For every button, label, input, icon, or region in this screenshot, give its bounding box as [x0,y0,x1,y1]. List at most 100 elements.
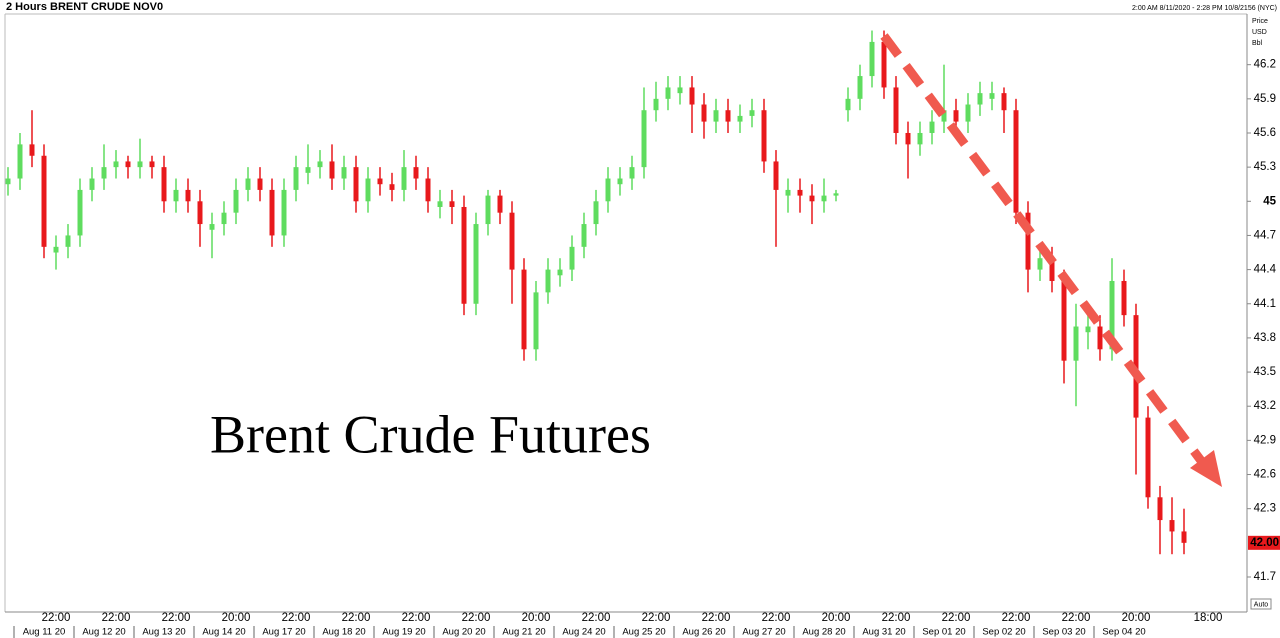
candle-body [221,212,227,225]
candle-body [665,87,671,99]
candle-body [305,167,311,173]
candle-body [641,110,647,168]
x-time-label: 20:00 [1122,612,1151,624]
x-date-label: Aug 26 20 [682,627,725,638]
candle-body [521,269,527,350]
x-date-label: Aug 13 20 [142,627,185,638]
candle-body [1061,280,1067,361]
x-date-label: Sep 04 20 [1102,627,1145,638]
y-tick-label: 46.2 [1254,59,1276,71]
auto-label[interactable]: Auto [1254,601,1269,608]
candle-body [41,155,47,247]
candle-body [377,178,383,185]
y-tick-label: 43.8 [1254,332,1276,344]
candle-body [293,167,299,190]
candle-body [1001,93,1007,111]
x-time-label: 22:00 [1002,612,1031,624]
y-tick-label: 45.6 [1254,127,1276,139]
candle-body [857,76,863,99]
candle-body [161,167,167,202]
y-tick-label: 41.7 [1254,571,1276,583]
candle-body [545,269,551,293]
candle-body [1097,326,1103,350]
candle-body [209,224,215,230]
candle-body [233,189,239,213]
candle-body [101,167,107,179]
candle-body [965,104,971,122]
x-date-label: Aug 12 20 [82,627,125,638]
candle-body [1025,212,1031,270]
x-time-label: 22:00 [1062,612,1091,624]
x-time-label: 20:00 [222,612,251,624]
candle-body [401,167,407,190]
candle-body [341,167,347,179]
y-tick-label: 45.9 [1254,93,1276,105]
x-time-label: 22:00 [942,612,971,624]
last-price-box [1248,535,1280,550]
x-time-label: 20:00 [822,612,851,624]
y-tick-label: 42.9 [1254,434,1276,446]
candle-body [1181,531,1187,543]
x-date-label: Aug 28 20 [802,627,845,638]
x-date-label: Sep 02 20 [982,627,1025,638]
candle-body [905,132,911,145]
y-tick-label: 43.5 [1254,366,1276,378]
y-tick-label: 44.7 [1254,229,1276,241]
candle-body [125,161,131,168]
candle-body [653,98,659,111]
annotation: Brent Crude Futures [210,404,651,464]
range-text: 2:00 AM 8/11/2020 - 2:28 PM 10/8/2156 (N… [1132,5,1277,12]
candle-body [173,189,179,202]
candle-body [1121,280,1127,316]
x-time-label: 22:00 [702,612,731,624]
x-date-label: Aug 11 20 [23,627,66,638]
candle-body [353,167,359,202]
candle-body [53,246,59,253]
candle-body [761,110,767,162]
candle-body [461,206,467,304]
y-tick-label: 42.3 [1254,503,1276,515]
x-date-label: Aug 19 20 [382,627,425,638]
candle-body [773,161,779,190]
candle-body [185,189,191,202]
candle-body [917,132,923,145]
x-time-label: 22:00 [162,612,191,624]
candle-body [1169,520,1175,532]
candle-body [821,195,827,202]
header: 2 Hours BRENT CRUDE NOV0 [6,1,163,13]
candle-body [785,189,791,196]
candle-body [389,184,395,190]
x-time-label: 22:00 [102,612,131,624]
candle-body [437,201,443,207]
candle-body [77,189,83,236]
candle-body [425,178,431,202]
candle-body [989,93,995,99]
candle-body [137,161,143,168]
candle-body [1109,280,1115,350]
candle-body [533,292,539,350]
candle-body [1049,258,1055,281]
candle-body [89,178,95,190]
y-tick-label: 45 [1263,195,1276,207]
candle-body [1145,417,1151,498]
candle-body [1157,497,1163,521]
auto-button[interactable] [1250,598,1272,610]
x-time-label: 22:00 [582,612,611,624]
y-tick-label: 43.2 [1254,400,1276,412]
x-time-label: 22:00 [282,612,311,624]
candle-body [317,161,323,168]
candle-body [497,195,503,213]
candle-body [269,189,275,236]
axis-label: Price [1252,18,1268,25]
candle-body [29,144,35,156]
candle-body [485,195,491,225]
candle-body [941,110,947,122]
candle-body [977,93,983,105]
x-date-label: Aug 17 20 [262,627,305,638]
x-time-label: 22:00 [462,612,491,624]
last-price-label: 42.00 [1250,537,1279,549]
x-time-label: 20:00 [522,612,551,624]
candle-body [1073,326,1079,361]
